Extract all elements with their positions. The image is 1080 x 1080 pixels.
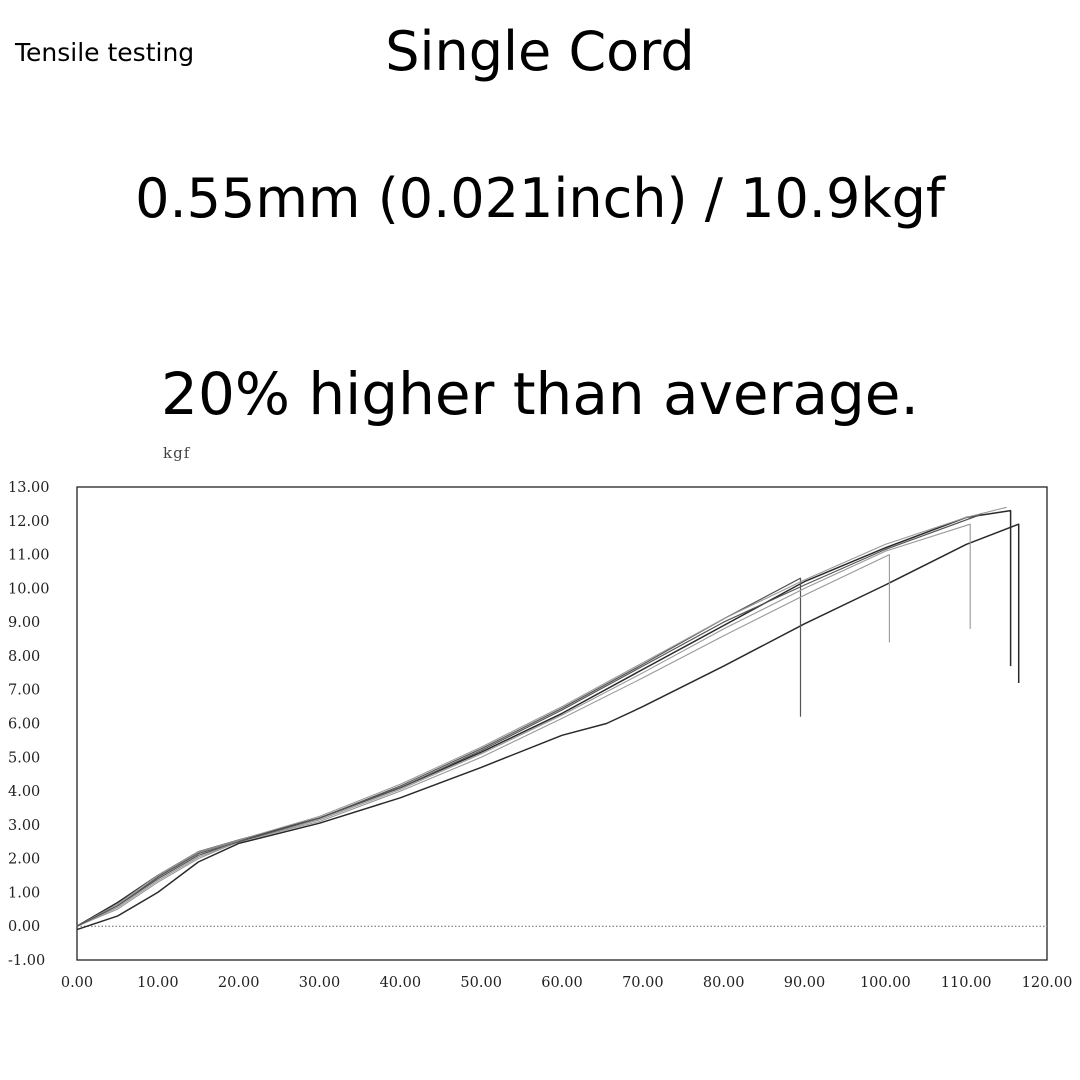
x-tick-label: 50.00 bbox=[460, 975, 502, 991]
x-tick-label: 100.00 bbox=[860, 975, 911, 991]
x-axis-ticks: 0.00 10.00 20.00 30.00 40.00 50.00 60.00 70.00 8… bbox=[61, 975, 1073, 991]
y-tick-label: 2.00 bbox=[8, 852, 40, 868]
y-tick-label: 3.00 bbox=[8, 818, 40, 834]
series-line-1 bbox=[76, 509, 1012, 927]
y-tick-label: 1.00 bbox=[8, 885, 40, 901]
y-tick-label: 8.00 bbox=[8, 649, 40, 665]
y-axis-label: kgf bbox=[163, 444, 191, 462]
x-tick-label: 20.00 bbox=[218, 975, 260, 991]
y-tick-label: 7.00 bbox=[8, 683, 40, 699]
series-line-3 bbox=[76, 577, 802, 927]
claim-line: 20% higher than average. bbox=[161, 360, 919, 428]
y-tick-label: -1.00 bbox=[8, 953, 45, 969]
x-tick-label: 30.00 bbox=[299, 975, 341, 991]
series-line-7 bbox=[76, 513, 983, 927]
series-line-6 bbox=[76, 506, 1007, 927]
x-tick-label: 90.00 bbox=[784, 975, 826, 991]
page-title: Single Cord bbox=[385, 20, 695, 83]
x-tick-label: 0.00 bbox=[61, 975, 93, 991]
y-axis-ticks: 13.00 12.00 11.00 10.00 9.00 8.00 7.00 6.00 5.00… bbox=[8, 480, 50, 969]
x-tick-label: 110.00 bbox=[941, 975, 992, 991]
series-line-5 bbox=[76, 523, 971, 927]
series-group bbox=[76, 506, 1020, 931]
x-tick-label: 10.00 bbox=[137, 975, 179, 991]
x-tick-label: 80.00 bbox=[703, 975, 745, 991]
y-tick-label: 5.00 bbox=[8, 750, 40, 766]
tensile-chart: 13.00 12.00 11.00 10.00 9.00 8.00 7.00 6.00 5.00… bbox=[8, 444, 1073, 991]
plot-frame-group bbox=[76, 486, 1048, 961]
spec-line: 0.55mm (0.021inch) / 10.9kgf bbox=[135, 167, 945, 230]
x-tick-label: 40.00 bbox=[380, 975, 422, 991]
series-line-4 bbox=[76, 554, 890, 927]
y-tick-label: 10.00 bbox=[8, 581, 50, 597]
y-tick-label: 6.00 bbox=[8, 717, 40, 733]
x-tick-label: 120.00 bbox=[1022, 975, 1073, 991]
y-tick-label: 0.00 bbox=[8, 919, 40, 935]
series-line-2 bbox=[76, 523, 1020, 931]
plot-frame bbox=[76, 486, 1048, 961]
y-tick-label: 9.00 bbox=[8, 615, 40, 631]
section-label: Tensile testing bbox=[15, 38, 195, 67]
x-tick-label: 70.00 bbox=[622, 975, 664, 991]
y-tick-label: 12.00 bbox=[8, 514, 50, 530]
y-tick-label: 11.00 bbox=[8, 548, 50, 564]
x-tick-label: 60.00 bbox=[541, 975, 583, 991]
y-tick-label: 4.00 bbox=[8, 784, 40, 800]
y-tick-label: 13.00 bbox=[8, 480, 50, 496]
